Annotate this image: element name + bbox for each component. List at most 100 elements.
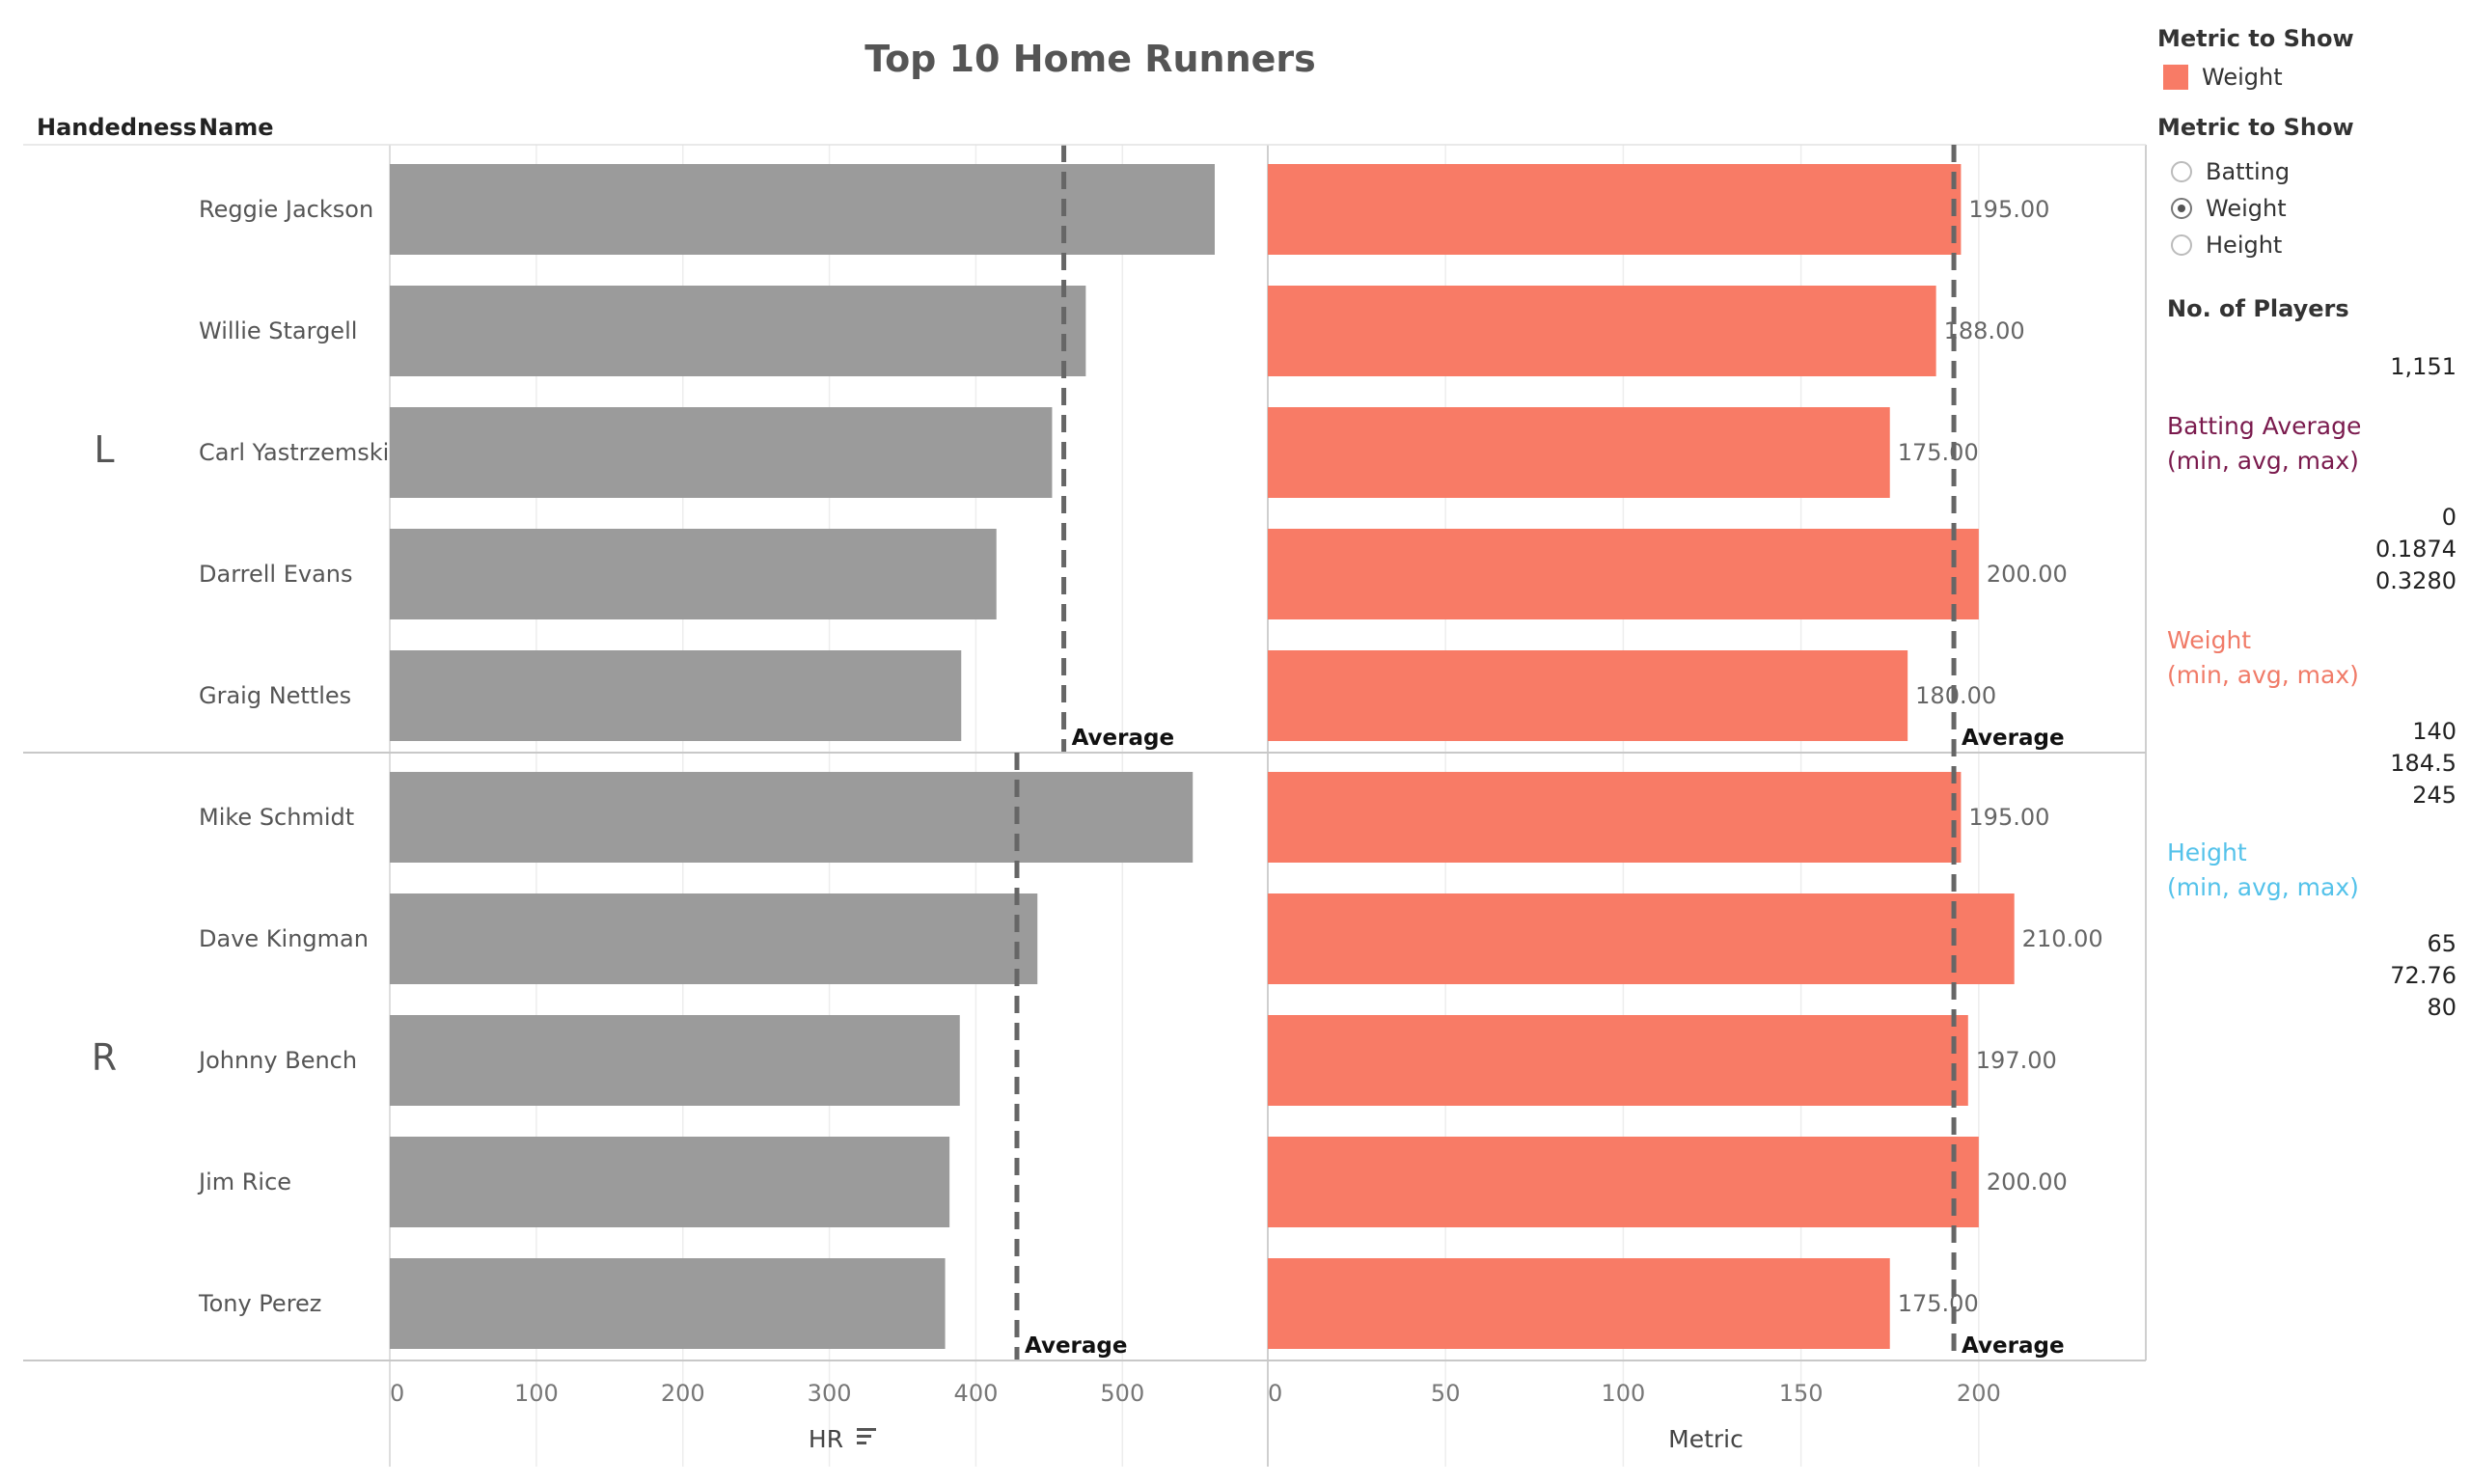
batting-average-title-line2: (min, avg, max) xyxy=(2167,447,2359,475)
metric-data-label: 175.00 xyxy=(1898,1290,1979,1317)
player-name: Graig Nettles xyxy=(199,682,351,709)
height-max: 80 xyxy=(2427,994,2456,1021)
parameter-title: Metric to Show xyxy=(2157,114,2354,141)
hr-tick-label: 0 xyxy=(390,1380,404,1407)
player-name: Dave Kingman xyxy=(199,925,369,952)
metric-bar xyxy=(1268,529,1979,619)
metric-data-label: 195.00 xyxy=(1968,804,2049,831)
radio-batting[interactable] xyxy=(2171,161,2192,182)
weight-max: 245 xyxy=(2412,782,2456,809)
hr-tick-label: 200 xyxy=(661,1380,705,1407)
metric-bar xyxy=(1268,407,1890,498)
hr-bar xyxy=(390,1015,960,1106)
metric-bar xyxy=(1268,893,2015,984)
metric-bar xyxy=(1268,772,1962,863)
weight-stat-title-line2: (min, avg, max) xyxy=(2167,661,2359,689)
sort-icon xyxy=(857,1442,866,1444)
metric-data-label: 200.00 xyxy=(1987,1168,2068,1195)
radio-option-height[interactable]: Height xyxy=(2171,232,2282,259)
metric-bar xyxy=(1268,164,1962,255)
radio-weight[interactable] xyxy=(2171,198,2192,219)
hr-bar xyxy=(390,407,1053,498)
radio-label-height: Height xyxy=(2206,232,2283,259)
players-count-value: 1,151 xyxy=(2390,353,2456,380)
metric-axis-title: Metric xyxy=(1668,1425,1743,1453)
height-min: 65 xyxy=(2427,930,2456,957)
batting-avg: 0.1874 xyxy=(2375,536,2456,563)
name-header: Name xyxy=(199,114,274,141)
weight-avg: 184.5 xyxy=(2390,750,2456,777)
metric-bar xyxy=(1268,1137,1979,1227)
radio-height[interactable] xyxy=(2171,234,2192,256)
players-count-title: No. of Players xyxy=(2167,295,2349,322)
metric-tick-label: 150 xyxy=(1779,1380,1824,1407)
sort-icon xyxy=(857,1435,871,1438)
legend-item[interactable]: Weight xyxy=(2163,64,2283,91)
chart: Top 10 Home Runners Handedness Name Regg… xyxy=(23,38,2147,1467)
player-name: Reggie Jackson xyxy=(199,196,373,223)
player-name: Mike Schmidt xyxy=(199,804,354,831)
player-name: Tony Perez xyxy=(198,1290,321,1317)
metric-tick-label: 200 xyxy=(1957,1380,2001,1407)
player-name: Darrell Evans xyxy=(199,561,353,588)
height-stat-title-line2: (min, avg, max) xyxy=(2167,873,2359,901)
hr-average-label: Average xyxy=(1025,1333,1128,1359)
hr-tick-label: 500 xyxy=(1100,1380,1144,1407)
legend-title: Metric to Show xyxy=(2157,25,2354,52)
weight-stat-title-line1: Weight xyxy=(2167,626,2252,654)
chart-title: Top 10 Home Runners xyxy=(864,38,1316,80)
hr-tick-label: 400 xyxy=(954,1380,999,1407)
player-name: Willie Stargell xyxy=(199,317,357,344)
metric-tick-label: 100 xyxy=(1602,1380,1646,1407)
sort-icon xyxy=(857,1428,876,1431)
metric-data-label: 197.00 xyxy=(1976,1047,2057,1074)
metric-bar xyxy=(1268,286,1936,376)
hr-bar xyxy=(390,650,962,741)
metric-data-label: 175.00 xyxy=(1898,439,1979,466)
handedness-label: R xyxy=(92,1036,117,1079)
metric-bar xyxy=(1268,1015,1968,1106)
hr-bar xyxy=(390,1258,946,1349)
weight-stat-title: Weight (min, avg, max) xyxy=(2167,623,2359,693)
batting-max: 0.3280 xyxy=(2375,567,2456,594)
batting-average-title-line1: Batting Average xyxy=(2167,412,2362,440)
hr-tick-label: 300 xyxy=(808,1380,852,1407)
radio-label-weight: Weight xyxy=(2206,195,2287,222)
player-name: Johnny Bench xyxy=(197,1047,357,1074)
handedness-header: Handedness xyxy=(37,114,197,141)
metric-data-label: 195.00 xyxy=(1968,196,2049,223)
metric-tick-label: 0 xyxy=(1268,1380,1282,1407)
height-avg: 72.76 xyxy=(2390,962,2456,989)
hr-bar xyxy=(390,164,1215,255)
hr-average-label: Average xyxy=(1072,726,1175,751)
side-panel: Metric to Show Weight Metric to Show Bat… xyxy=(2157,0,2456,1061)
metric-bar xyxy=(1268,1258,1890,1349)
legend-item-label: Weight xyxy=(2202,64,2283,91)
hr-tick-label: 100 xyxy=(514,1380,559,1407)
metric-bar xyxy=(1268,650,1908,741)
radio-label-batting: Batting xyxy=(2206,158,2291,185)
metric-data-label: 210.00 xyxy=(2022,925,2103,952)
radio-option-weight[interactable]: Weight xyxy=(2171,195,2287,222)
height-stat-title-line1: Height xyxy=(2167,838,2247,866)
hr-bar xyxy=(390,286,1086,376)
hr-bar xyxy=(390,529,997,619)
height-stat-title: Height (min, avg, max) xyxy=(2167,836,2359,905)
plot-area: Reggie Jackson 195.00 Willie Stargell 188.0… xyxy=(23,144,2147,1467)
handedness-label: L xyxy=(94,428,114,471)
metric-average-label: Average xyxy=(1962,726,2065,751)
batting-average-title: Batting Average (min, avg, max) xyxy=(2167,409,2361,479)
legend-swatch xyxy=(2163,65,2188,90)
radio-option-batting[interactable]: Batting xyxy=(2171,158,2290,185)
hr-bar xyxy=(390,893,1038,984)
metric-average-label: Average xyxy=(1962,1333,2065,1359)
weight-min: 140 xyxy=(2412,718,2456,745)
player-name: Jim Rice xyxy=(197,1168,291,1195)
batting-min: 0 xyxy=(2441,504,2456,531)
metric-tick-label: 50 xyxy=(1431,1380,1461,1407)
metric-data-label: 188.00 xyxy=(1944,317,2025,344)
hr-bar xyxy=(390,772,1194,863)
hr-axis-title: HR xyxy=(809,1425,843,1453)
metric-data-label: 200.00 xyxy=(1987,561,2068,588)
